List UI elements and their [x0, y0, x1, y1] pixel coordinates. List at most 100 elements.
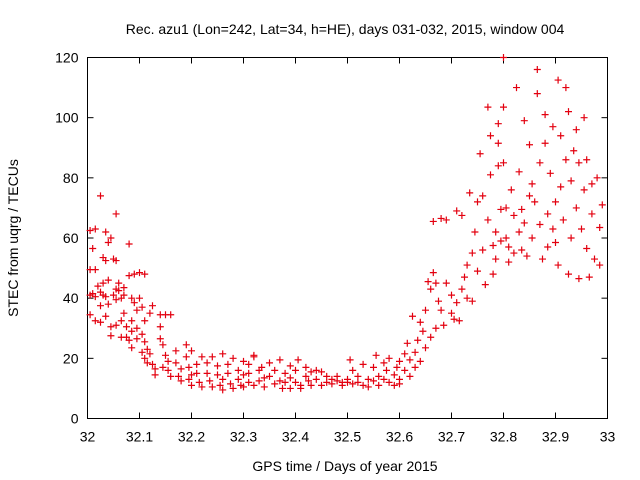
data-point	[182, 353, 190, 361]
data-point	[120, 291, 128, 299]
data-point	[580, 186, 588, 194]
data-point	[588, 210, 596, 218]
data-point	[468, 249, 476, 257]
data-point	[344, 378, 351, 386]
data-point	[219, 386, 227, 394]
data-point	[440, 321, 448, 329]
data-point	[164, 366, 172, 374]
data-point	[385, 378, 393, 386]
data-point	[453, 207, 461, 215]
data-point	[487, 171, 494, 179]
data-point	[323, 378, 331, 386]
data-point	[370, 363, 377, 371]
data-point	[107, 234, 115, 242]
data-point	[414, 336, 422, 344]
data-point	[227, 380, 234, 388]
data-point	[442, 279, 450, 287]
data-point	[552, 198, 559, 206]
data-point	[580, 114, 588, 122]
data-point	[120, 284, 128, 292]
data-point	[250, 353, 258, 361]
data-point	[276, 377, 284, 385]
data-point	[104, 276, 112, 284]
data-point	[354, 378, 362, 386]
x-tick-label: 32.5	[334, 429, 361, 445]
data-point	[375, 372, 383, 380]
data-point	[396, 357, 403, 365]
data-point	[229, 354, 237, 362]
data-point	[435, 297, 442, 305]
data-point	[471, 228, 479, 236]
data-point	[437, 214, 445, 222]
data-point	[133, 324, 141, 332]
data-point	[214, 362, 221, 370]
data-point	[104, 300, 112, 308]
data-point	[546, 169, 554, 177]
data-point	[372, 351, 380, 359]
data-point	[528, 234, 536, 242]
data-point	[224, 369, 232, 377]
data-point	[393, 363, 401, 371]
data-point	[570, 147, 578, 155]
data-point	[510, 211, 518, 219]
data-point	[505, 243, 513, 251]
data-point	[146, 309, 154, 317]
data-point	[583, 245, 591, 253]
data-point	[565, 270, 572, 278]
data-point	[208, 353, 216, 361]
data-point	[541, 139, 549, 147]
data-point	[172, 359, 180, 367]
data-point	[164, 357, 172, 365]
data-point	[260, 374, 268, 382]
data-point	[286, 362, 294, 370]
data-point	[461, 273, 468, 281]
data-point	[463, 294, 471, 302]
data-point	[492, 228, 500, 236]
data-point	[286, 374, 294, 382]
data-point	[432, 279, 440, 287]
data-point	[585, 273, 593, 281]
data-point	[125, 240, 133, 248]
data-point	[507, 186, 515, 194]
data-point	[312, 375, 320, 383]
data-point	[539, 255, 546, 263]
y-tick-label: 20	[63, 350, 79, 366]
data-point	[125, 272, 133, 280]
data-point	[91, 225, 99, 233]
data-point	[403, 339, 411, 347]
data-point	[474, 267, 481, 275]
data-point	[151, 371, 159, 379]
data-point	[143, 359, 151, 367]
data-point	[141, 354, 149, 362]
data-point	[292, 378, 299, 386]
data-point	[307, 368, 315, 376]
data-point	[554, 261, 562, 269]
data-point	[422, 344, 429, 352]
data-point	[411, 363, 419, 371]
data-point	[429, 269, 437, 277]
data-point	[107, 323, 115, 331]
data-point	[138, 303, 146, 311]
data-point	[484, 103, 492, 111]
data-point	[250, 381, 258, 389]
data-point	[167, 311, 175, 319]
data-point	[494, 139, 502, 147]
data-point	[86, 311, 94, 319]
data-point	[380, 359, 388, 367]
data-point	[596, 261, 604, 269]
data-point	[554, 76, 562, 84]
data-point	[123, 323, 130, 331]
y-tick-label: 80	[63, 170, 79, 186]
data-point	[557, 132, 565, 140]
data-point	[318, 381, 325, 389]
data-point	[557, 183, 565, 191]
data-point	[390, 381, 398, 389]
data-point	[224, 360, 232, 368]
data-point	[102, 293, 110, 301]
data-point	[533, 66, 541, 74]
data-point	[596, 223, 604, 231]
x-tick-label: 32.9	[542, 429, 569, 445]
data-point	[552, 239, 559, 247]
data-point	[401, 350, 409, 358]
